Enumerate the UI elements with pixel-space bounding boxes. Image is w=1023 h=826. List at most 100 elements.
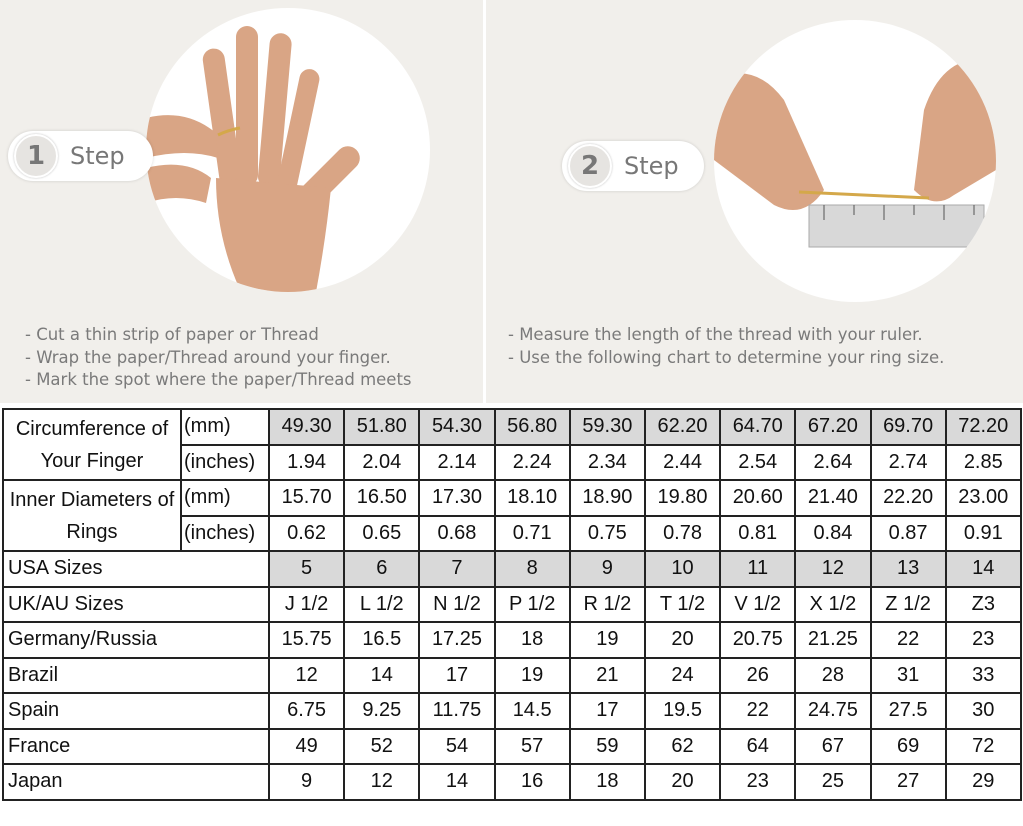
table-cell: 18	[493, 621, 571, 659]
table-cell: 18.90	[568, 479, 646, 517]
table-cell: 7	[418, 550, 496, 588]
unit-label: (inches)	[180, 514, 270, 552]
step-1-panel: 1 Step - Cut a thin strip of paper or Th…	[0, 0, 483, 403]
table-cell: 5	[267, 550, 346, 588]
table-cell: 16	[493, 763, 571, 801]
table-cell: L 1/2	[343, 585, 421, 623]
table-cell: 15.75	[267, 621, 346, 659]
table-cell: 12	[343, 763, 421, 801]
table-cell: T 1/2	[643, 585, 722, 623]
table-cell: 11	[719, 550, 797, 588]
table-cell: R 1/2	[568, 585, 646, 623]
table-row: Japan 9 12 14 16 18 20 23 25 27 29	[2, 763, 1022, 801]
table-cell: 51.80	[343, 408, 421, 446]
table-cell: 59	[568, 727, 646, 765]
table-cell: 2.64	[794, 443, 872, 481]
table-cell: 62	[643, 727, 722, 765]
table-cell: 18	[568, 763, 646, 801]
table-cell: 17	[418, 656, 496, 694]
table-cell: 31	[869, 656, 947, 694]
table-cell: 0.84	[794, 514, 872, 552]
table-row: Brazil 12 14 17 19 21 24 26 28 31 33	[2, 656, 1022, 694]
table-cell: 17.25	[418, 621, 496, 659]
diameter-row-inches: (inches) 0.62 0.65 0.68 0.71 0.75 0.78 0.81 0.84…	[3, 514, 1022, 552]
diameter-label: Inner Diameters of Rings	[2, 479, 182, 552]
table-cell: 27	[869, 763, 947, 801]
table-row: Germany/Russia 15.75 16.5 17.25 18 19 20 20.75 2…	[2, 621, 1022, 659]
unit-label: (mm)	[180, 408, 270, 446]
step-1-label: Step	[70, 142, 125, 170]
table-cell: 0.78	[643, 514, 722, 552]
circumference-label: Circumference of Your Finger	[2, 408, 182, 481]
table-cell: 57	[493, 727, 571, 765]
table-cell: 72.20	[944, 408, 1022, 446]
table-cell: 2.14	[418, 443, 496, 481]
table-cell: 16.50	[343, 479, 421, 517]
table-cell: 24	[643, 656, 722, 694]
table-cell: 23	[719, 763, 797, 801]
table-cell: 49.30	[267, 408, 346, 446]
table-cell: 17.30	[418, 479, 496, 517]
table-cell: V 1/2	[719, 585, 797, 623]
table-cell: 16.5	[343, 621, 421, 659]
table-row: USA Sizes 5 6 7 8 9 10 11 12 13 14	[2, 550, 1022, 588]
table-cell: 52	[343, 727, 421, 765]
table-cell: 19.80	[643, 479, 722, 517]
table-cell: 22	[719, 692, 797, 730]
table-cell: 0.75	[568, 514, 646, 552]
table-cell: 0.87	[869, 514, 947, 552]
table-cell: 8	[493, 550, 571, 588]
table-cell: 21	[568, 656, 646, 694]
table-cell: 0.71	[493, 514, 571, 552]
diameter-row-mm: Inner Diameters of Rings (mm) 15.70 16.50 17…	[2, 479, 1022, 552]
table-cell: 25	[794, 763, 872, 801]
row-label: France	[2, 727, 270, 765]
circumference-row-inches: (inches) 1.94 2.04 2.14 2.24 2.34 2.44 2.54 2.64…	[3, 443, 1022, 481]
table-cell: 0.91	[944, 514, 1022, 552]
table-cell: 12	[794, 550, 872, 588]
table-cell: 20	[643, 621, 722, 659]
hand-photo	[146, 8, 430, 292]
table-cell: 19	[568, 621, 646, 659]
table-cell: Z 1/2	[869, 585, 947, 623]
table-cell: 67.20	[794, 408, 872, 446]
table-cell: 64.70	[719, 408, 797, 446]
table-cell: 33	[944, 656, 1022, 694]
step-2-badge: 2 Step	[562, 141, 704, 191]
table-cell: 26	[719, 656, 797, 694]
table-cell: 54.30	[418, 408, 496, 446]
table-cell: 23.00	[944, 479, 1022, 517]
table-cell: 0.65	[343, 514, 421, 552]
table-cell: 22	[869, 621, 947, 659]
table-cell: 24.75	[794, 692, 872, 730]
table-cell: 62.20	[643, 408, 722, 446]
table-cell: 69	[869, 727, 947, 765]
table-cell: 15.70	[267, 479, 346, 517]
table-cell: 22.20	[869, 479, 947, 517]
instruction-line: - Wrap the paper/Thread around your fing…	[25, 347, 391, 367]
instruction-line: - Cut a thin strip of paper or Thread	[25, 325, 319, 344]
table-cell: 20.75	[719, 621, 797, 659]
table-cell: 10	[643, 550, 722, 588]
table-cell: 49	[267, 727, 346, 765]
table-cell: 59.30	[568, 408, 646, 446]
table-cell: 56.80	[493, 408, 571, 446]
table-cell: J 1/2	[267, 585, 346, 623]
table-cell: 2.54	[719, 443, 797, 481]
thread-and-ruler-illustration	[714, 58, 996, 248]
table-cell: 9	[568, 550, 646, 588]
table-cell: 2.34	[568, 443, 646, 481]
table-row: Spain 6.75 9.25 11.75 14.5 17 19.5 22 24.75 27.5 3…	[2, 692, 1022, 730]
table-cell: 27.5	[869, 692, 947, 730]
table-cell: P 1/2	[493, 585, 571, 623]
table-cell: 14	[343, 656, 421, 694]
table-cell: 1.94	[267, 443, 346, 481]
table-cell: 30	[944, 692, 1022, 730]
table-cell: 20.60	[719, 479, 797, 517]
table-cell: 2.44	[643, 443, 722, 481]
ruler-photo	[714, 20, 996, 302]
table-row: UK/AU Sizes J 1/2 L 1/2 N 1/2 P 1/2 R 1/2 T 1/…	[2, 585, 1022, 623]
table-cell: 6.75	[267, 692, 346, 730]
instruction-line: - Mark the spot where the paper/Thread m…	[25, 370, 412, 389]
circumference-row-mm: Circumference of Your Finger (mm) 49.30 51.…	[2, 408, 1022, 481]
